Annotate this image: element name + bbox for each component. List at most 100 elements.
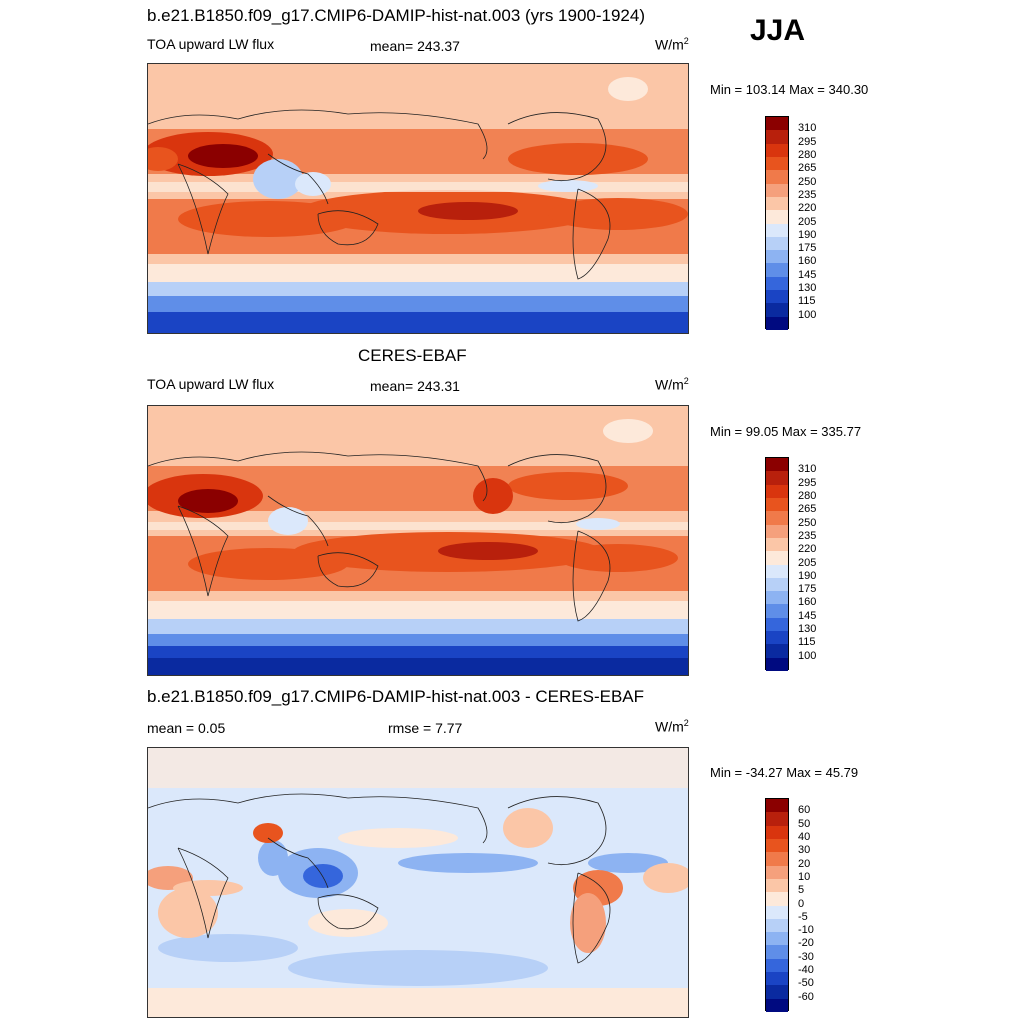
panel3-colorbar-tick-label: 30 bbox=[798, 844, 811, 857]
panel3-colorbar-swatch bbox=[766, 972, 788, 986]
panel3-colorbar-swatch bbox=[766, 932, 788, 946]
panel2-colorbar-swatch bbox=[766, 644, 788, 658]
panel1-colorbar-tick-label: 190 bbox=[798, 228, 817, 241]
panel3-colorbar-swatch bbox=[766, 958, 788, 973]
panel2-mean-label: mean= 243.31 bbox=[370, 378, 460, 394]
panel1-colorbar-tick-label: 235 bbox=[798, 188, 817, 201]
panel2-title: CERES-EBAF bbox=[358, 346, 467, 365]
panel3-colorbar-swatch bbox=[766, 905, 788, 919]
panel1-colorbar-swatch bbox=[766, 250, 788, 264]
panel3-colorbar-tick-label: -40 bbox=[798, 964, 814, 977]
panel1-colorbar-swatch bbox=[766, 263, 788, 277]
panel1-colorbar-swatch bbox=[766, 183, 788, 197]
panel2-colorbar-tick-label: 220 bbox=[798, 543, 817, 556]
panel2-colorbar-swatch bbox=[766, 524, 788, 538]
panel3-colorbar-swatch bbox=[766, 918, 788, 933]
panel3-colorbar-tick-label: -60 bbox=[798, 990, 814, 1003]
panel3-colorbar-tick-label: 20 bbox=[798, 857, 811, 870]
panel2-colorbar-tick-label: 310 bbox=[798, 463, 817, 476]
panel2-observation-map bbox=[147, 405, 689, 676]
panel3-colorbar-swatch bbox=[766, 998, 788, 1012]
panel1-colorbar-swatch bbox=[766, 316, 788, 330]
panel3-rmse-label: rmse = 7.77 bbox=[388, 720, 463, 736]
panel3-colorbar-tick-label: 50 bbox=[798, 817, 811, 830]
panel2-colorbar-swatch bbox=[766, 657, 788, 671]
season-label: JJA bbox=[750, 14, 806, 47]
panel1-colorbar-swatch bbox=[766, 196, 788, 211]
panel1-units-label: W/m2 bbox=[655, 36, 689, 53]
panel3-minmax-label: Min = -34.27 Max = 45.79 bbox=[710, 765, 859, 780]
panel1-colorbar-tick-label: 250 bbox=[798, 175, 817, 188]
panel2-colorbar-swatch bbox=[766, 484, 788, 498]
panel1-colorbar-tick-label: 280 bbox=[798, 148, 817, 161]
panel1-colorbar-swatch bbox=[766, 223, 788, 237]
panel3-colorbar-swatch bbox=[766, 799, 788, 813]
panel2-colorbar-tick-label: 235 bbox=[798, 529, 817, 542]
panel2-colorbar-swatch bbox=[766, 604, 788, 618]
panel2-colorbar-tick-label: 205 bbox=[798, 556, 817, 569]
panel2-colorbar-swatch bbox=[766, 617, 788, 632]
panel1-minmax-label: Min = 103.14 Max = 340.30 bbox=[710, 82, 869, 97]
panel1-mean-label: mean= 243.37 bbox=[370, 38, 460, 54]
panel2-colorbar-swatch bbox=[766, 458, 788, 472]
panel3-colorbar-swatch bbox=[766, 865, 788, 879]
panel3-colorbar-swatch bbox=[766, 852, 788, 866]
panel1-colorbar-swatch bbox=[766, 210, 788, 224]
panel2-colorbar-swatch bbox=[766, 497, 788, 512]
panel1-colorbar-swatch bbox=[766, 130, 788, 144]
panel2-colorbar-tick-label: 295 bbox=[798, 476, 817, 489]
panel3-difference-map bbox=[147, 747, 689, 1018]
panel2-colorbar-swatch bbox=[766, 577, 788, 592]
panel2-colorbar bbox=[765, 457, 789, 671]
panel3-mean-label: mean = 0.05 bbox=[147, 720, 226, 736]
panel2-colorbar-tick-label: 265 bbox=[798, 503, 817, 516]
panel1-colorbar-swatch bbox=[766, 236, 788, 251]
panel2-colorbar-tick-label: 280 bbox=[798, 489, 817, 502]
panel3-colorbar-tick-label: 40 bbox=[798, 830, 811, 843]
panel2-colorbar-tick-label: 130 bbox=[798, 623, 817, 636]
panel2-colorbar-tick-label: 145 bbox=[798, 609, 817, 622]
panel2-colorbar-tick-label: 100 bbox=[798, 649, 817, 662]
panel2-minmax-label: Min = 99.05 Max = 335.77 bbox=[710, 424, 862, 439]
panel3-colorbar-tick-label: 10 bbox=[798, 870, 811, 883]
panel3-colorbar-swatch bbox=[766, 825, 788, 839]
panel1-colorbar-swatch bbox=[766, 143, 788, 157]
panel2-colorbar-tick-label: 160 bbox=[798, 596, 817, 609]
panel1-colorbar-tick-label: 310 bbox=[798, 122, 817, 135]
panel2-units-label: W/m2 bbox=[655, 376, 689, 393]
panel2-colorbar-swatch bbox=[766, 511, 788, 525]
panel3-colorbar-swatch bbox=[766, 892, 788, 906]
panel3-colorbar-tick-label: -10 bbox=[798, 924, 814, 937]
panel2-colorbar-swatch bbox=[766, 631, 788, 645]
panel1-colorbar-tick-label: 265 bbox=[798, 162, 817, 175]
panel2-colorbar-tick-label: 250 bbox=[798, 516, 817, 529]
panel1-colorbar-tick-label: 160 bbox=[798, 255, 817, 268]
panel1-colorbar-tick-label: 115 bbox=[798, 295, 816, 308]
panel3-colorbar-tick-label: -30 bbox=[798, 950, 814, 963]
panel3-colorbar-tick-label: 60 bbox=[798, 804, 811, 817]
panel3-colorbar-swatch bbox=[766, 945, 788, 959]
panel2-colorbar-swatch bbox=[766, 551, 788, 565]
panel3-colorbar-swatch bbox=[766, 985, 788, 999]
panel1-colorbar-swatch bbox=[766, 276, 788, 291]
panel1-title: b.e21.B1850.f09_g17.CMIP6-DAMIP-hist-nat… bbox=[147, 6, 645, 25]
panel1-colorbar-swatch bbox=[766, 170, 788, 184]
panel1-colorbar-tick-label: 145 bbox=[798, 268, 817, 281]
panel1-colorbar-swatch bbox=[766, 303, 788, 317]
panel3-colorbar bbox=[765, 798, 789, 1012]
panel2-colorbar-swatch bbox=[766, 564, 788, 578]
panel3-colorbar-tick-label: -20 bbox=[798, 937, 814, 950]
panel3-title: b.e21.B1850.f09_g17.CMIP6-DAMIP-hist-nat… bbox=[147, 687, 645, 706]
panel1-colorbar-swatch bbox=[766, 156, 788, 171]
panel1-colorbar-tick-label: 130 bbox=[798, 282, 817, 295]
panel2-colorbar-tick-label: 115 bbox=[798, 636, 816, 649]
panel1-model-map bbox=[147, 63, 689, 334]
panel1-colorbar-tick-label: 175 bbox=[798, 242, 817, 255]
panel2-colorbar-swatch bbox=[766, 591, 788, 605]
panel3-colorbar-tick-label: 0 bbox=[798, 897, 805, 910]
panel1-variable-label: TOA upward LW flux bbox=[147, 36, 275, 52]
panel3-colorbar-tick-label: 5 bbox=[798, 884, 805, 897]
panel3-colorbar-swatch bbox=[766, 878, 788, 893]
panel1-colorbar bbox=[765, 116, 789, 330]
panel2-colorbar-tick-label: 190 bbox=[798, 569, 817, 582]
